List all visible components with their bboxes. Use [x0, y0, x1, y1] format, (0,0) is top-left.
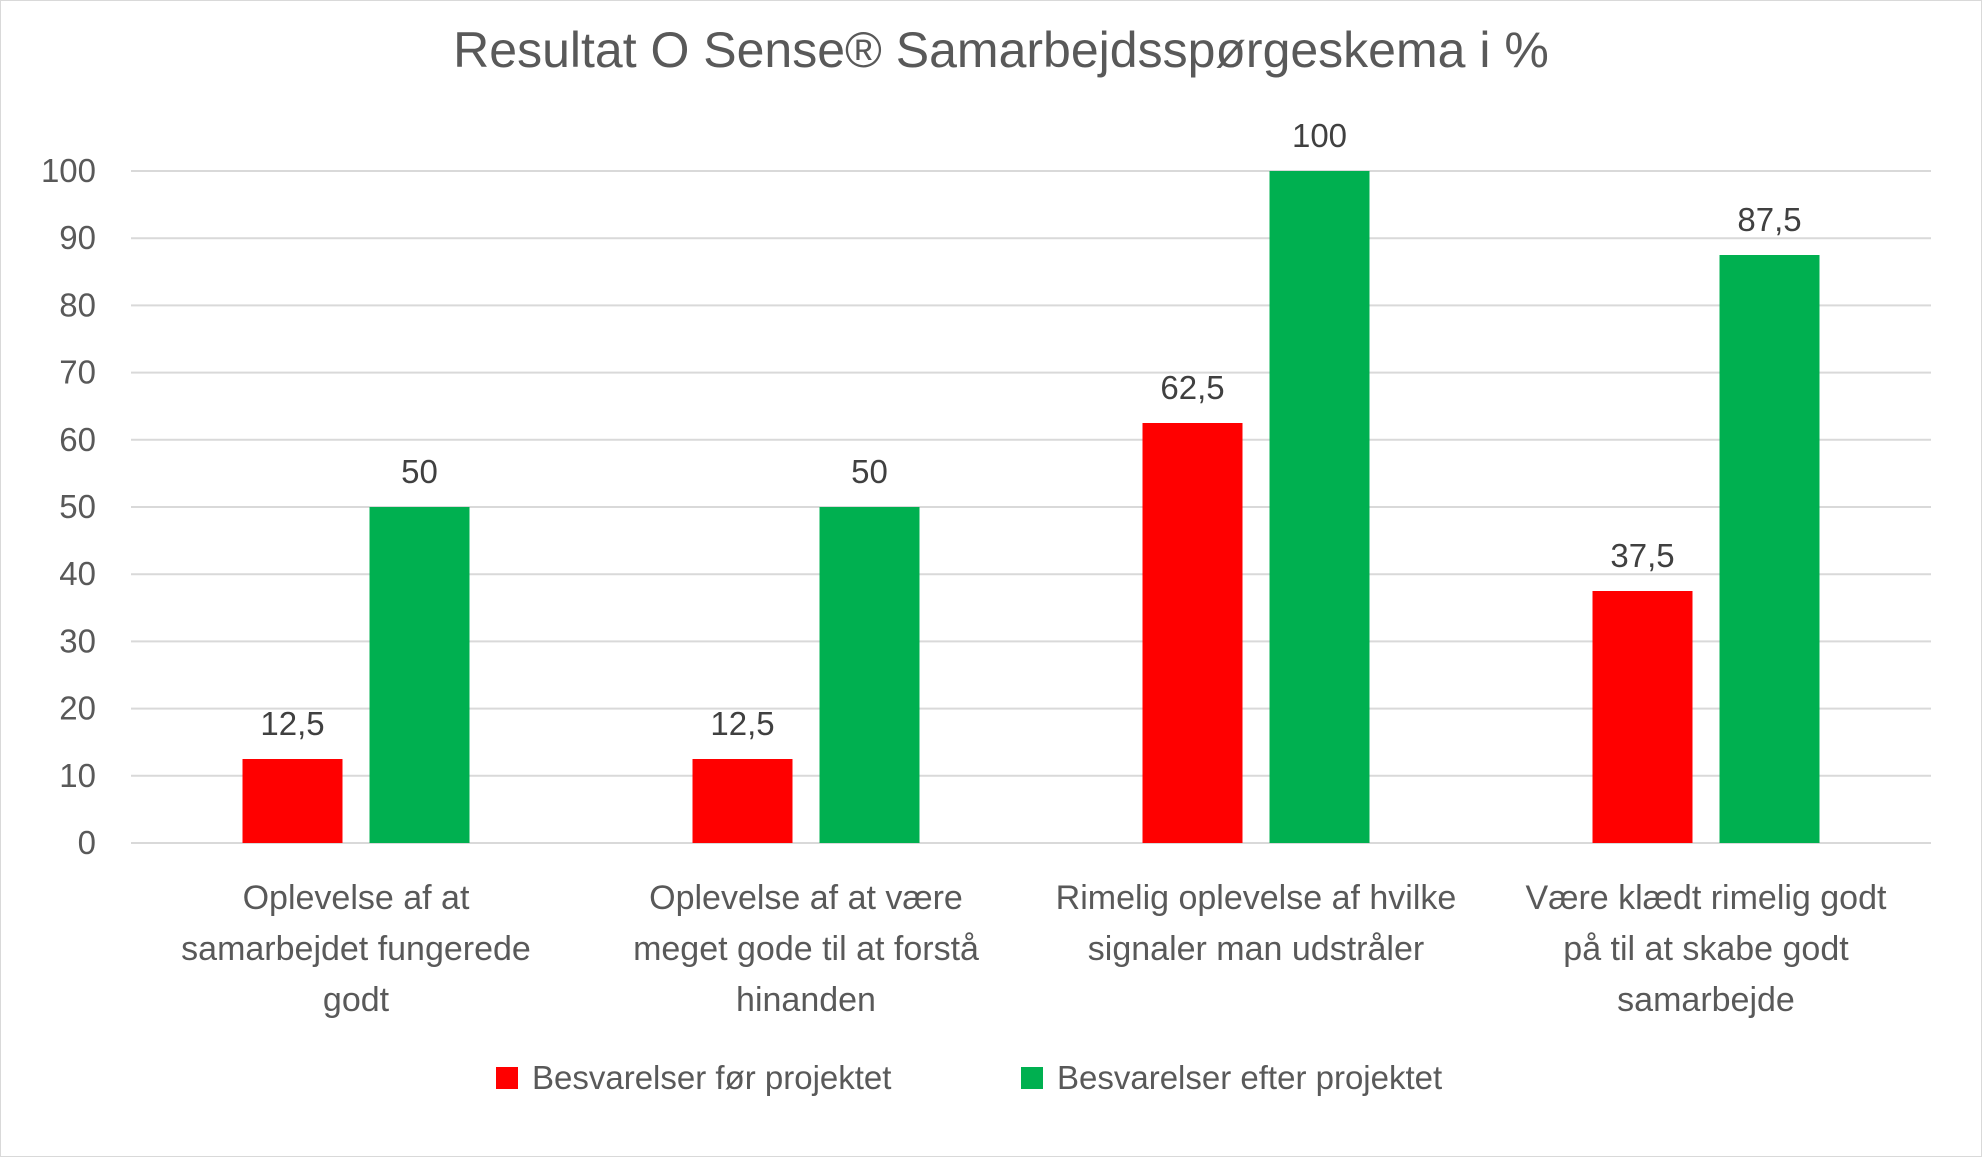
y-tick-label: 20 [59, 690, 96, 727]
legend-label: Besvarelser efter projektet [1057, 1059, 1442, 1096]
legend-swatch [1021, 1067, 1043, 1089]
legend-label: Besvarelser før projektet [532, 1059, 891, 1096]
data-label: 50 [851, 453, 888, 490]
bar-after-4 [1719, 255, 1820, 843]
data-label: 100 [1292, 117, 1347, 154]
chart-title: Resultat O Sense® Samarbejdsspørgeskema … [453, 22, 1549, 78]
bar-before-3 [1142, 423, 1243, 843]
category-label: Rimelig oplevelse af hvilke signaler man … [1056, 879, 1457, 968]
category-label: Være klædt rimelig godt på til at skabe g… [1526, 879, 1887, 1019]
bar-before-4 [1592, 591, 1693, 843]
y-tick-label: 90 [59, 219, 96, 256]
data-label: 12,5 [710, 705, 774, 742]
bar-before-2 [692, 759, 793, 843]
data-label: 87,5 [1737, 201, 1801, 238]
data-label: 50 [401, 453, 438, 490]
legend-swatch [496, 1067, 518, 1089]
category-label: Oplevelse af at samarbejdet fungerede godt [181, 879, 531, 1019]
y-tick-label: 60 [59, 421, 96, 458]
y-tick-label: 100 [41, 152, 96, 189]
bar-after-2 [819, 507, 920, 843]
bar-after-1 [369, 507, 470, 843]
y-axis-ticks: 0 10 20 30 40 50 60 70 80 90 100 [41, 152, 96, 861]
bar-before-1 [242, 759, 343, 843]
data-label: 62,5 [1160, 369, 1224, 406]
data-labels: 12,5 50 12,5 50 62,5 100 37,5 87,5 [260, 117, 1801, 742]
y-tick-label: 50 [59, 488, 96, 525]
legend: Besvarelser før projektet Besvarelser eft… [496, 1059, 1442, 1096]
data-label: 12,5 [260, 705, 324, 742]
bars [242, 171, 1820, 843]
y-tick-label: 70 [59, 354, 96, 391]
y-tick-label: 30 [59, 622, 96, 659]
y-tick-label: 10 [59, 757, 96, 794]
y-tick-label: 80 [59, 286, 96, 323]
x-axis-categories: Oplevelse af at samarbejdet fungerede godt… [181, 879, 1887, 1019]
category-label: Oplevelse af at være meget gode til at fo… [633, 879, 979, 1019]
data-label: 37,5 [1610, 537, 1674, 574]
bar-after-3 [1269, 171, 1370, 843]
y-tick-label: 40 [59, 555, 96, 592]
y-tick-label: 0 [78, 824, 96, 861]
